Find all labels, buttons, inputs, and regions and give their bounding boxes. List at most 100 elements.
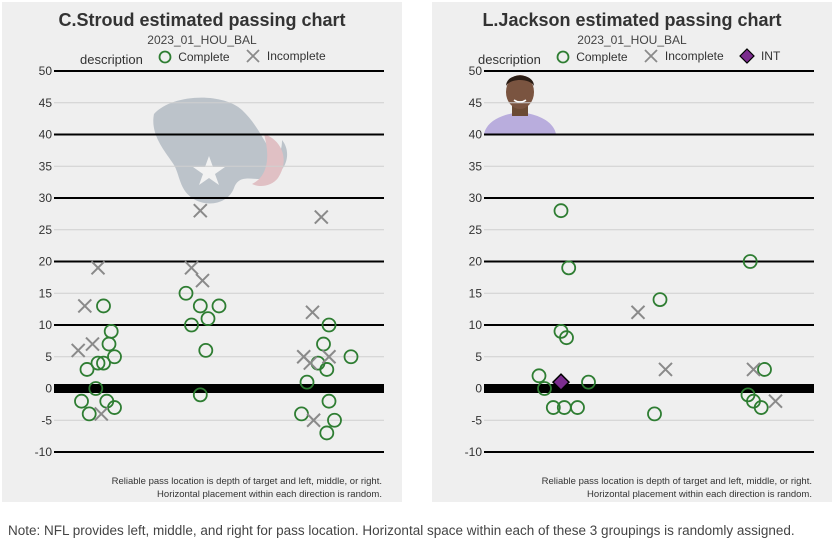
y-tick-label: 15	[39, 286, 53, 300]
incomplete-point	[306, 413, 321, 428]
complete-point	[178, 285, 194, 301]
complete-point	[294, 406, 309, 422]
y-axis: -10 -5 0 5 10 15 20 25 30 35 40 45 50	[35, 64, 53, 459]
y-tick-label: 5	[475, 350, 482, 364]
panel-note-line1: Reliable pass location is depth of targe…	[111, 476, 382, 487]
incomplete-point	[321, 349, 337, 364]
complete-point	[757, 362, 772, 377]
incomplete-point	[630, 305, 646, 320]
y-tick-label: -10	[465, 445, 483, 459]
legend: description Complete Incomplete INT	[478, 48, 792, 67]
data-points	[70, 203, 359, 441]
incomplete-point	[85, 336, 100, 352]
complete-point	[107, 349, 122, 365]
houston-logo	[153, 97, 288, 204]
complete-point	[321, 317, 337, 333]
complete-point	[192, 298, 208, 314]
complete-point	[559, 330, 574, 346]
legend-title: description	[478, 52, 541, 67]
complete-point	[561, 260, 577, 276]
chart-title: C.Stroud estimated passing chart	[58, 10, 346, 30]
complete-point	[299, 374, 315, 390]
complete-point	[192, 387, 208, 403]
footnote: Note: NFL provides left, middle, and rig…	[8, 523, 795, 538]
chart-subtitle: 2023_01_HOU_BAL	[577, 33, 687, 47]
y-tick-label: 30	[39, 191, 53, 205]
y-tick-label: 0	[45, 382, 52, 396]
legend-item-complete: Complete	[556, 50, 628, 64]
complete-point	[537, 381, 552, 396]
incomplete-point	[305, 305, 320, 320]
incomplete-point	[768, 393, 783, 409]
gridlines	[484, 70, 814, 453]
complete-point	[103, 323, 119, 339]
y-axis: -10 -5 0 5 10 15 20 25 30 35 40 45 50	[465, 64, 483, 459]
data-points	[531, 203, 783, 422]
x-mark-icon	[246, 49, 260, 63]
complete-point	[96, 298, 111, 314]
complete-point	[343, 349, 359, 365]
complete-point	[184, 317, 199, 333]
panel-note-line2: Horizontal placement within each directi…	[157, 489, 382, 500]
legend-item-incomplete: Incomplete	[245, 48, 326, 64]
complete-point	[553, 203, 569, 219]
y-tick-label: 40	[39, 128, 53, 142]
incomplete-point	[658, 362, 673, 377]
complete-point	[581, 374, 596, 390]
scatter-chart-stroud: -10 -5 0 5 10 15 20 25 30 35 40 45 50	[35, 64, 384, 459]
panel-note-line2: Horizontal placement within each directi…	[587, 489, 812, 500]
incomplete-point	[746, 362, 761, 377]
complete-point	[652, 292, 668, 308]
legend-item-complete: Complete	[158, 50, 230, 64]
legend-label-complete: Complete	[178, 50, 230, 64]
y-tick-label: 50	[469, 64, 483, 78]
complete-point	[96, 355, 111, 371]
y-tick-label: 10	[469, 318, 483, 332]
int-point	[551, 373, 571, 392]
panel-note-line1: Reliable pass location is depth of targe…	[541, 476, 812, 487]
incomplete-point	[184, 260, 199, 276]
complete-point	[545, 400, 561, 415]
y-tick-label: 30	[469, 191, 483, 205]
complete-point	[79, 362, 95, 377]
complete-point	[101, 336, 117, 352]
legend-item-int: INT	[739, 48, 780, 64]
chart-panel-stroud: -10 -5 0 5 10 15 20 25 30 35 40 45 50 C.Stroud estim…	[2, 2, 402, 502]
diamond-icon	[739, 48, 755, 64]
y-tick-label: 10	[39, 318, 53, 332]
incomplete-point	[70, 343, 86, 358]
incomplete-point	[90, 260, 106, 276]
legend-label-int: INT	[760, 49, 781, 63]
complete-point	[90, 355, 106, 371]
x-mark-icon	[644, 49, 658, 63]
y-tick-label: 45	[469, 96, 483, 110]
complete-point	[74, 393, 89, 409]
incomplete-point	[303, 355, 318, 371]
y-tick-label: 45	[39, 96, 53, 110]
incomplete-point	[193, 203, 208, 218]
complete-point	[321, 393, 337, 409]
complete-point	[200, 311, 216, 327]
complete-point	[81, 406, 97, 422]
y-tick-label: 20	[39, 255, 53, 269]
complete-point	[88, 381, 104, 396]
complete-point	[531, 368, 547, 384]
y-tick-label: 35	[469, 159, 483, 173]
y-tick-label: -10	[35, 445, 53, 459]
complete-point	[647, 406, 662, 422]
legend: description Complete Incomplete	[80, 48, 338, 67]
incomplete-point	[77, 298, 93, 314]
complete-point	[753, 400, 769, 415]
complete-point	[319, 362, 335, 377]
complete-point	[198, 342, 214, 358]
complete-point	[107, 400, 122, 415]
legend-label-incomplete: Incomplete	[266, 49, 326, 63]
y-tick-label: 25	[39, 223, 53, 237]
complete-point	[327, 412, 342, 428]
legend-label-complete: Complete	[576, 50, 628, 64]
circle-icon	[556, 50, 570, 64]
y-tick-label: -5	[471, 413, 482, 427]
incomplete-point	[195, 273, 210, 288]
y-tick-label: 20	[469, 255, 483, 269]
legend-title: description	[80, 52, 143, 67]
